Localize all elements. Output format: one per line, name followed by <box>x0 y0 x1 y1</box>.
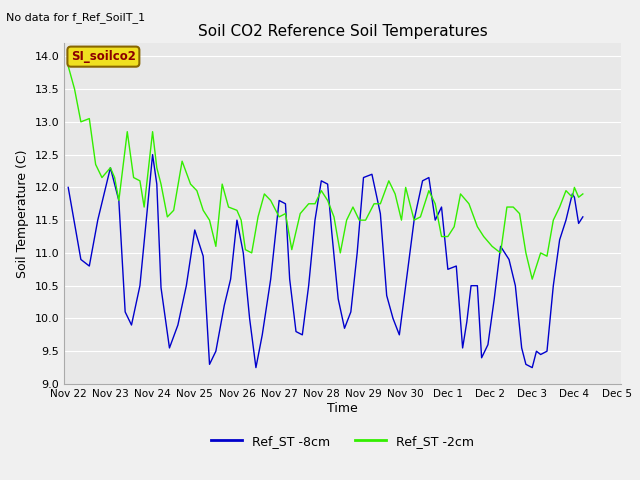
X-axis label: Time: Time <box>327 402 358 415</box>
Title: Soil CO2 Reference Soil Temperatures: Soil CO2 Reference Soil Temperatures <box>198 24 487 39</box>
Text: No data for f_Ref_SoilT_1: No data for f_Ref_SoilT_1 <box>6 12 145 23</box>
Text: SI_soilco2: SI_soilco2 <box>71 50 136 63</box>
Y-axis label: Soil Temperature (C): Soil Temperature (C) <box>16 149 29 278</box>
Legend: Ref_ST -8cm, Ref_ST -2cm: Ref_ST -8cm, Ref_ST -2cm <box>205 430 479 453</box>
